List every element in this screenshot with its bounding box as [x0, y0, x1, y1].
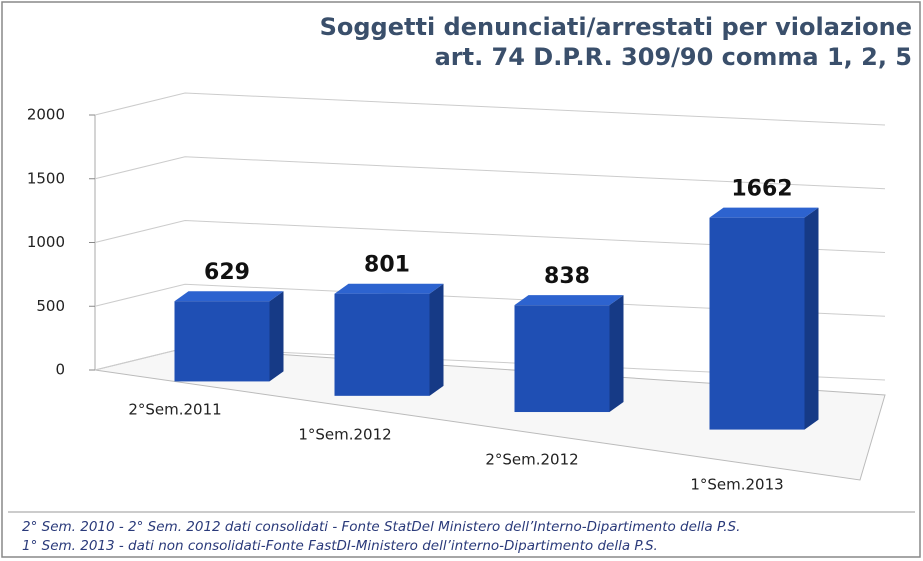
bar-side — [269, 291, 284, 382]
grid-line — [94, 92, 886, 126]
plot: 0 500 1000 1500 2000 629 2°Sem.2011 801 1°Sem.20… — [27, 92, 886, 494]
footnote: 2° Sem. 2010 - 2° Sem. 2012 dati consoli… — [22, 519, 740, 535]
grid-line — [94, 219, 886, 253]
x-tick-label: 1°Sem.2013 — [690, 476, 783, 494]
bar-side — [429, 283, 444, 396]
bar-top — [174, 291, 284, 302]
x-tick-label: 2°Sem.2011 — [128, 401, 221, 419]
bar — [174, 301, 270, 382]
y-tick-label: 500 — [36, 297, 65, 315]
y-tick-label: 1500 — [27, 169, 65, 187]
chart-title: Soggetti denunciati/arrestati per violaz… — [320, 13, 912, 41]
x-tick-label: 1°Sem.2012 — [298, 426, 391, 444]
bar — [334, 293, 430, 396]
grid-line — [94, 283, 886, 317]
value-label: 801 — [364, 253, 410, 278]
value-label: 838 — [544, 264, 590, 289]
footnote: 1° Sem. 2013 - dati non consolidati-Font… — [22, 538, 658, 554]
bar-top — [334, 283, 444, 294]
x-tick-label: 2°Sem.2012 — [485, 451, 578, 469]
y-tick-label: 1000 — [27, 233, 65, 251]
bar — [514, 305, 610, 413]
bar-side — [609, 295, 624, 413]
bar-top — [709, 207, 819, 218]
bar-side — [804, 207, 819, 430]
chart-title: art. 74 D.P.R. 309/90 comma 1, 2, 5 — [435, 43, 912, 71]
bar-top — [514, 295, 624, 306]
value-label: 1662 — [731, 177, 792, 202]
y-tick-label: 2000 — [27, 106, 65, 124]
y-tick-label: 0 — [55, 361, 65, 379]
value-label: 629 — [204, 260, 250, 285]
bar — [709, 217, 805, 430]
grid-line — [94, 156, 886, 190]
